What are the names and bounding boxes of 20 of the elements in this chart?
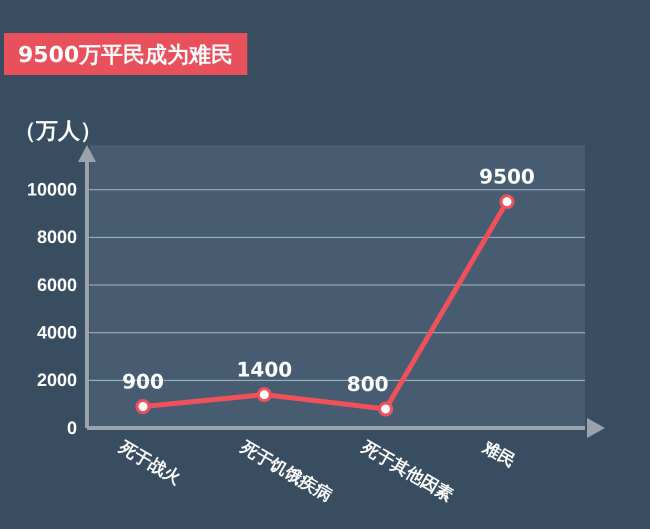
x-tick-label: 死于战火	[115, 437, 186, 489]
point	[500, 194, 514, 210]
x-tick-label: 死于饥饿疾病	[236, 437, 336, 506]
chart-title: 9500万平民成为难民	[18, 43, 234, 68]
point	[378, 401, 394, 416]
data-label: 1400	[236, 358, 292, 382]
y-tick-label: 8000	[36, 227, 77, 248]
data-label: 800	[346, 372, 389, 396]
point	[256, 387, 272, 402]
data-label: 900	[122, 370, 164, 394]
x-tick-label: 死于其他因素	[358, 437, 456, 506]
y-tick-label: 2000	[36, 370, 77, 390]
y-tick-label: 6000	[36, 274, 77, 295]
data-label: 9500	[479, 164, 535, 189]
point	[136, 399, 150, 414]
y-axis-title: （万人）	[14, 119, 102, 144]
x-tick-label: 难民	[479, 437, 519, 472]
y-tick-label: 4000	[36, 322, 77, 342]
y-tick-label: 10000	[26, 180, 77, 200]
y-tick-label: 0	[66, 418, 77, 438]
